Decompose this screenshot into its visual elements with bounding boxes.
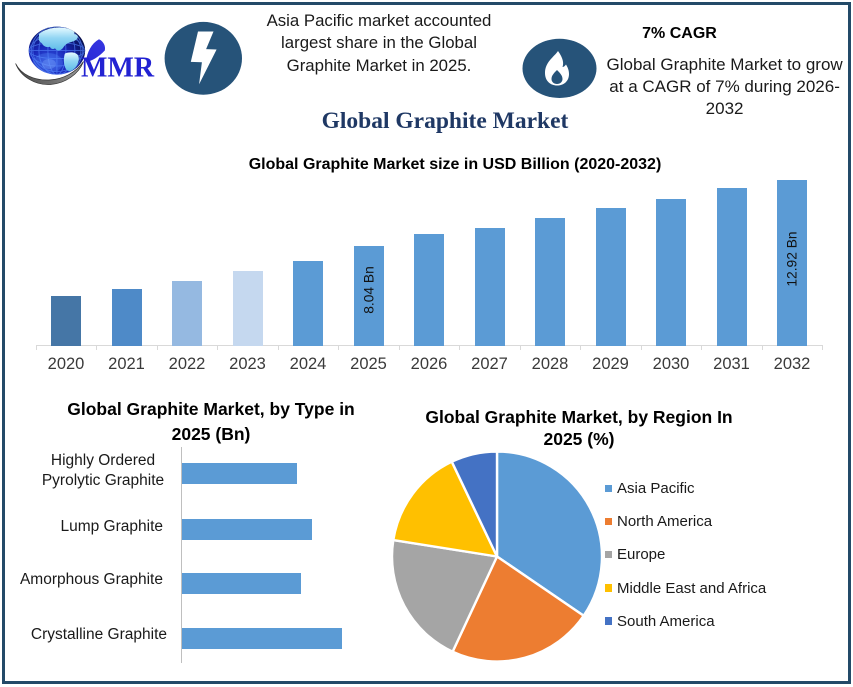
svg-text:MMR: MMR	[81, 53, 155, 84]
